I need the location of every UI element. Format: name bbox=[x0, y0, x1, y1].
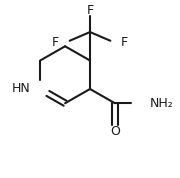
Text: F: F bbox=[52, 36, 59, 49]
Text: NH₂: NH₂ bbox=[150, 97, 173, 110]
Text: F: F bbox=[121, 36, 128, 49]
Text: O: O bbox=[110, 125, 120, 138]
Text: F: F bbox=[86, 4, 94, 17]
Text: HN: HN bbox=[12, 82, 30, 96]
